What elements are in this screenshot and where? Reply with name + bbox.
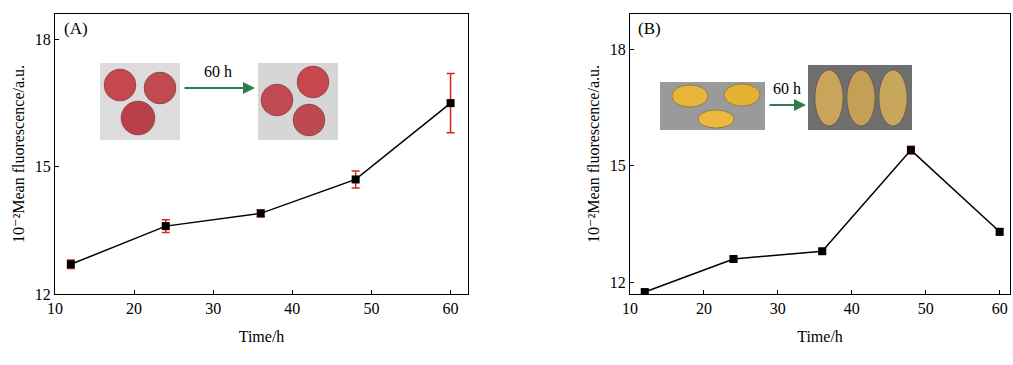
svg-text:60: 60 <box>443 300 459 317</box>
svg-text:12: 12 <box>35 286 51 303</box>
svg-text:(B): (B) <box>638 19 661 38</box>
svg-text:30: 30 <box>770 300 786 317</box>
svg-text:40: 40 <box>844 300 860 317</box>
svg-text:20: 20 <box>696 300 712 317</box>
svg-text:(A): (A) <box>64 19 88 38</box>
svg-text:12: 12 <box>610 274 626 291</box>
svg-text:Time/h: Time/h <box>797 328 843 345</box>
svg-text:40: 40 <box>284 300 300 317</box>
svg-text:60: 60 <box>992 300 1008 317</box>
svg-text:10: 10 <box>47 300 63 317</box>
svg-text:15: 15 <box>610 157 626 174</box>
svg-text:10⁻²Mean fluorescence/a.u.: 10⁻²Mean fluorescence/a.u. <box>585 65 602 243</box>
svg-text:15: 15 <box>35 158 51 175</box>
svg-text:10: 10 <box>622 300 638 317</box>
svg-text:30: 30 <box>205 300 221 317</box>
svg-text:50: 50 <box>918 300 934 317</box>
svg-text:Time/h: Time/h <box>239 328 285 345</box>
svg-text:60 h: 60 h <box>204 63 232 80</box>
svg-text:18: 18 <box>35 31 51 48</box>
svg-text:20: 20 <box>126 300 142 317</box>
svg-text:10⁻²Mean fluorescence/a.u.: 10⁻²Mean fluorescence/a.u. <box>10 65 27 243</box>
svg-text:18: 18 <box>610 41 626 58</box>
svg-text:60 h: 60 h <box>773 80 801 97</box>
svg-text:50: 50 <box>363 300 379 317</box>
